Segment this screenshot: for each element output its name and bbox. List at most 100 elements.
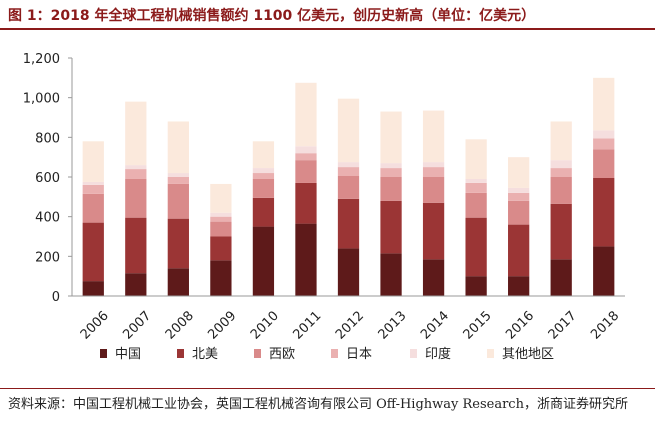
bar-segment bbox=[550, 168, 572, 177]
x-tick-label: 2006 bbox=[78, 309, 112, 343]
x-tick-label: 2010 bbox=[248, 309, 282, 343]
bar-segment bbox=[125, 178, 147, 218]
bar-segment bbox=[82, 181, 104, 185]
bar-segment bbox=[125, 217, 147, 274]
bar-segment bbox=[422, 110, 445, 163]
bar-segment bbox=[167, 121, 189, 174]
bar-segment bbox=[125, 169, 147, 179]
bar-segment bbox=[210, 212, 232, 217]
y-tick-label: 600 bbox=[35, 171, 60, 186]
x-tick-label: 2011 bbox=[290, 309, 324, 343]
bar-segment bbox=[252, 197, 275, 227]
bar-segment bbox=[295, 146, 317, 154]
bar-segment bbox=[593, 149, 615, 178]
bar-segment bbox=[380, 253, 402, 296]
bar-segment bbox=[550, 121, 572, 161]
bar-segment bbox=[593, 246, 615, 296]
bar-segment bbox=[295, 160, 317, 183]
bar-segment bbox=[422, 167, 445, 177]
y-tick-label: 200 bbox=[35, 250, 60, 265]
bar-segment bbox=[337, 167, 360, 177]
bar-segment bbox=[380, 177, 402, 201]
y-tick-label: 800 bbox=[35, 131, 60, 146]
bar-segment bbox=[82, 222, 104, 282]
bar-segment bbox=[125, 165, 147, 170]
bar-segment bbox=[252, 141, 275, 169]
y-tick-label: 400 bbox=[35, 211, 60, 226]
bar-segment bbox=[82, 281, 104, 296]
legend-label: 北美 bbox=[192, 347, 218, 362]
bar-segment bbox=[337, 98, 360, 163]
x-tick-label: 2008 bbox=[163, 309, 197, 343]
bar-segment bbox=[422, 202, 445, 260]
bar-segment bbox=[380, 111, 402, 164]
source-note: 资料来源：中国工程机械工业协会，英国工程机械咨询有限公司 Off-Highway… bbox=[8, 397, 628, 412]
bar-segment bbox=[550, 203, 572, 260]
bar-segment bbox=[508, 200, 530, 225]
bar-segment bbox=[210, 260, 232, 296]
x-tick-label: 2007 bbox=[120, 309, 154, 343]
bar-segment bbox=[508, 276, 530, 296]
bar-segment bbox=[167, 183, 189, 219]
legend: 中国 北美 西欧 日本 印度 其他地区 bbox=[100, 346, 554, 362]
bar-segment bbox=[380, 163, 402, 169]
y-tick-label: 1,000 bbox=[23, 92, 60, 107]
stacked-bar-chart: 0 200 400 600 800 1,000 1,200 2006 2007 2008 2009… bbox=[23, 52, 625, 362]
y-axis: 0 200 400 600 800 1,000 1,200 bbox=[23, 52, 73, 305]
x-tick-label: 2015 bbox=[461, 309, 495, 343]
bar-segment bbox=[210, 221, 232, 237]
legend-swatch bbox=[331, 349, 338, 358]
bar-segment bbox=[337, 162, 360, 168]
bar-segment bbox=[167, 173, 189, 177]
x-tick-label: 2013 bbox=[376, 309, 410, 343]
bar-segment bbox=[337, 248, 360, 296]
legend-swatch bbox=[254, 349, 261, 358]
bar-segment bbox=[252, 178, 275, 198]
bar-segment bbox=[82, 193, 104, 223]
bar-segment bbox=[167, 268, 189, 296]
bar-segment bbox=[465, 182, 487, 193]
bar-segment bbox=[593, 130, 615, 139]
bar-segment bbox=[422, 162, 445, 168]
bar-segment bbox=[465, 178, 487, 183]
bar-segment bbox=[508, 157, 530, 188]
legend-swatch bbox=[410, 349, 417, 358]
bar-segment bbox=[465, 192, 487, 218]
bar-segment bbox=[550, 177, 572, 204]
bar-segment bbox=[252, 168, 275, 174]
bar-segment bbox=[593, 138, 615, 150]
source-rule bbox=[0, 388, 655, 389]
bar-segment bbox=[167, 218, 189, 269]
legend-label: 印度 bbox=[425, 346, 451, 362]
bar-segment bbox=[125, 273, 147, 296]
bar-segment bbox=[465, 276, 487, 296]
legend-swatch bbox=[100, 349, 107, 358]
bar-segment bbox=[252, 226, 275, 296]
bar-segment bbox=[210, 236, 232, 261]
y-tick-label: 1,200 bbox=[23, 52, 60, 67]
bar-segment bbox=[252, 173, 275, 179]
bar-segment bbox=[210, 216, 232, 222]
x-tick-label: 2017 bbox=[546, 309, 580, 343]
bar-segment bbox=[550, 259, 572, 296]
bar-segment bbox=[380, 168, 402, 177]
legend-swatch bbox=[177, 349, 184, 358]
bars bbox=[82, 77, 615, 296]
legend-label: 中国 bbox=[115, 347, 141, 362]
bar-segment bbox=[465, 217, 487, 277]
y-tick-label: 0 bbox=[52, 290, 60, 305]
legend-label: 其他地区 bbox=[502, 347, 554, 362]
bar-segment bbox=[295, 153, 317, 161]
bar-segment bbox=[550, 160, 572, 169]
x-tick-label: 2014 bbox=[418, 309, 452, 343]
x-tick-label: 2009 bbox=[205, 309, 239, 343]
bar-segment bbox=[593, 77, 615, 131]
bar-segment bbox=[82, 184, 104, 194]
bar-segment bbox=[508, 192, 530, 201]
bar-segment bbox=[295, 182, 317, 224]
bar-segment bbox=[422, 177, 445, 203]
bar-segment bbox=[337, 176, 360, 199]
bar-segment bbox=[295, 223, 317, 296]
bar-segment bbox=[508, 224, 530, 277]
x-tick-label: 2016 bbox=[503, 309, 537, 343]
